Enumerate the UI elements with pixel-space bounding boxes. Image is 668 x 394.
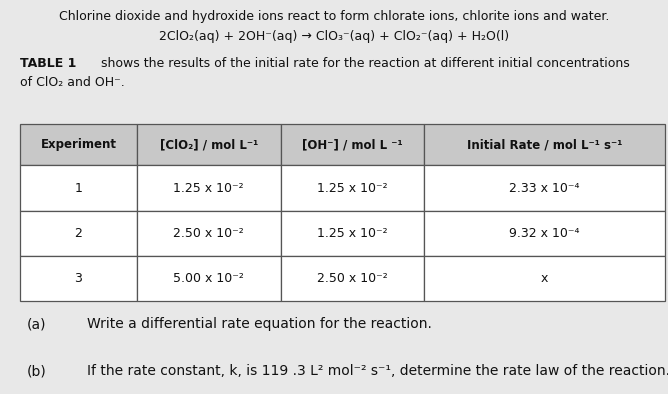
Text: 2: 2 bbox=[75, 227, 82, 240]
Bar bbox=[424, 165, 665, 211]
Bar bbox=[424, 256, 665, 301]
Bar bbox=[424, 124, 665, 165]
Bar bbox=[20, 124, 137, 165]
Text: of ClO₂ and OH⁻.: of ClO₂ and OH⁻. bbox=[20, 76, 125, 89]
Text: 1.25 x 10⁻²: 1.25 x 10⁻² bbox=[174, 182, 244, 195]
Text: [OH⁻] / mol L ⁻¹: [OH⁻] / mol L ⁻¹ bbox=[302, 138, 403, 151]
Text: x: x bbox=[540, 272, 548, 285]
Text: (b): (b) bbox=[27, 364, 47, 379]
Text: shows the results of the initial rate for the reaction at different initial conc: shows the results of the initial rate fo… bbox=[97, 57, 630, 70]
Text: 1.25 x 10⁻²: 1.25 x 10⁻² bbox=[317, 182, 387, 195]
Text: Chlorine dioxide and hydroxide ions react to form chlorate ions, chlorite ions a: Chlorine dioxide and hydroxide ions reac… bbox=[59, 10, 609, 23]
Text: 5.00 x 10⁻²: 5.00 x 10⁻² bbox=[173, 272, 244, 285]
Text: If the rate constant, k, is 119 .3 L² mol⁻² s⁻¹, determine the rate law of the r: If the rate constant, k, is 119 .3 L² mo… bbox=[87, 364, 668, 379]
Text: Write a differential rate equation for the reaction.: Write a differential rate equation for t… bbox=[87, 317, 432, 331]
Text: 2.33 x 10⁻⁴: 2.33 x 10⁻⁴ bbox=[509, 182, 580, 195]
Bar bbox=[20, 256, 137, 301]
Text: 1: 1 bbox=[75, 182, 82, 195]
Bar bbox=[281, 211, 424, 256]
Text: TABLE 1: TABLE 1 bbox=[20, 57, 76, 70]
Text: [ClO₂] / mol L⁻¹: [ClO₂] / mol L⁻¹ bbox=[160, 138, 258, 151]
Bar bbox=[424, 211, 665, 256]
Bar bbox=[137, 165, 281, 211]
Text: 3: 3 bbox=[75, 272, 82, 285]
Text: 1.25 x 10⁻²: 1.25 x 10⁻² bbox=[317, 227, 387, 240]
Text: 9.32 x 10⁻⁴: 9.32 x 10⁻⁴ bbox=[509, 227, 580, 240]
Bar bbox=[281, 165, 424, 211]
Bar bbox=[281, 124, 424, 165]
Text: (a): (a) bbox=[27, 317, 46, 331]
Bar bbox=[137, 211, 281, 256]
Bar bbox=[137, 124, 281, 165]
Bar bbox=[20, 165, 137, 211]
Text: 2ClO₂(aq) + 2OH⁻(aq) → ClO₃⁻(aq) + ClO₂⁻(aq) + H₂O(l): 2ClO₂(aq) + 2OH⁻(aq) → ClO₃⁻(aq) + ClO₂⁻… bbox=[159, 30, 509, 43]
Text: Initial Rate / mol L⁻¹ s⁻¹: Initial Rate / mol L⁻¹ s⁻¹ bbox=[467, 138, 622, 151]
Text: 2.50 x 10⁻²: 2.50 x 10⁻² bbox=[174, 227, 244, 240]
Text: Experiment: Experiment bbox=[41, 138, 116, 151]
Bar bbox=[137, 256, 281, 301]
Text: 2.50 x 10⁻²: 2.50 x 10⁻² bbox=[317, 272, 387, 285]
Bar bbox=[20, 211, 137, 256]
Bar bbox=[281, 256, 424, 301]
